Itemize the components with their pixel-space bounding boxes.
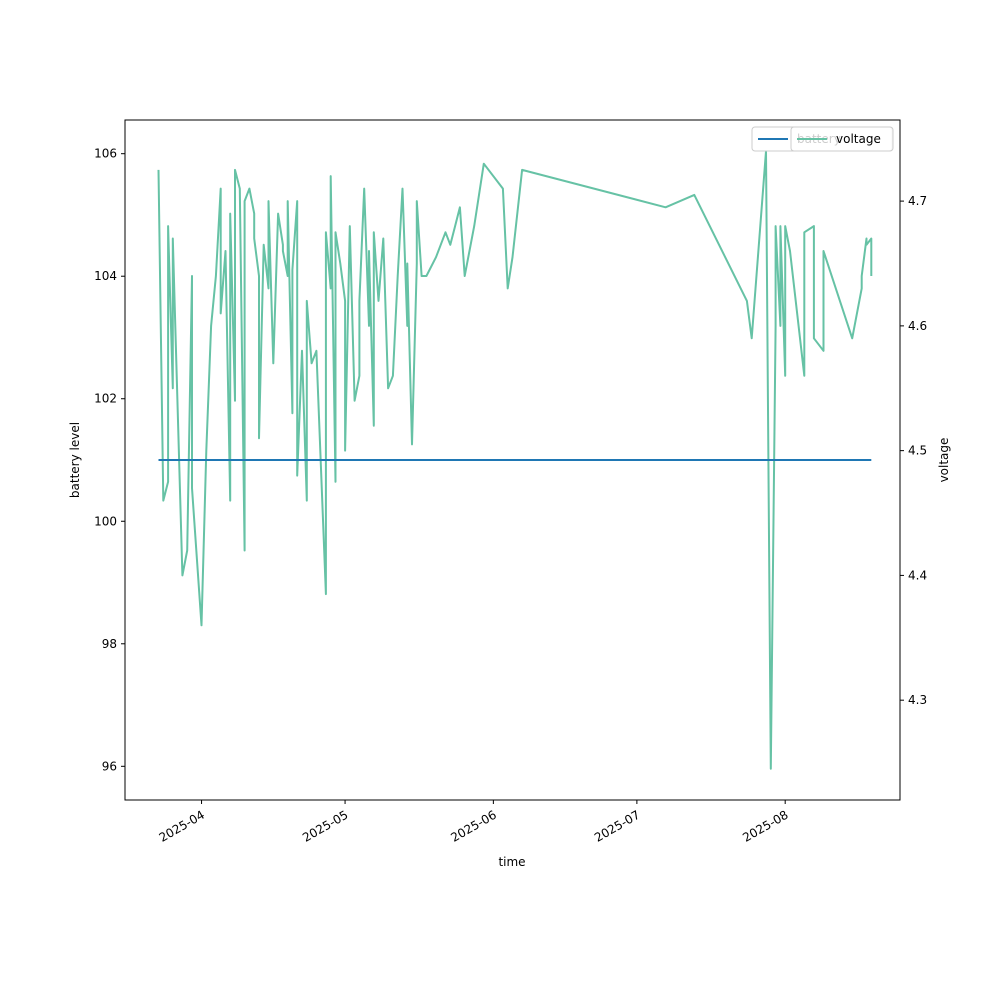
y-right-axis-label: voltage [937,438,951,483]
y-right-tick-label: 4.7 [908,194,927,208]
x-axis-ticks: 2025-04 2025-05 2025-06 2025-07 2025-08 [157,800,791,845]
x-tick-label: 2025-05 [300,808,350,845]
x-tick-label: 2025-08 [740,808,790,845]
y-left-tick-label: 102 [94,392,117,406]
y-left-tick-label: 106 [94,147,117,161]
y-left-axis-ticks: 96 98 100 102 104 106 [94,147,125,773]
y-left-tick-label: 104 [94,269,117,283]
series-line-voltage [157,150,873,770]
y-right-tick-label: 4.3 [908,693,927,707]
y-left-tick-label: 96 [102,759,117,773]
y-right-tick-label: 4.5 [908,444,927,458]
y-left-tick-label: 100 [94,514,117,528]
y-right-tick-label: 4.6 [908,319,927,333]
x-axis-label: time [498,855,525,869]
y-left-tick-label: 98 [102,637,117,651]
y-right-tick-label: 4.4 [908,568,927,582]
series-layer [157,150,873,770]
x-tick-label: 2025-04 [157,808,207,845]
x-tick-label: 2025-06 [448,808,498,845]
legend-voltage-box [790,126,894,152]
y-left-axis-label: battery level [68,422,82,498]
x-tick-label: 2025-07 [592,808,642,845]
y-right-axis-ticks: 4.3 4.4 4.5 4.6 4.7 [900,194,927,707]
legend-voltage-label: voltage [836,132,881,146]
legend-voltage: voltage [790,126,894,152]
plot-frame [124,119,901,801]
